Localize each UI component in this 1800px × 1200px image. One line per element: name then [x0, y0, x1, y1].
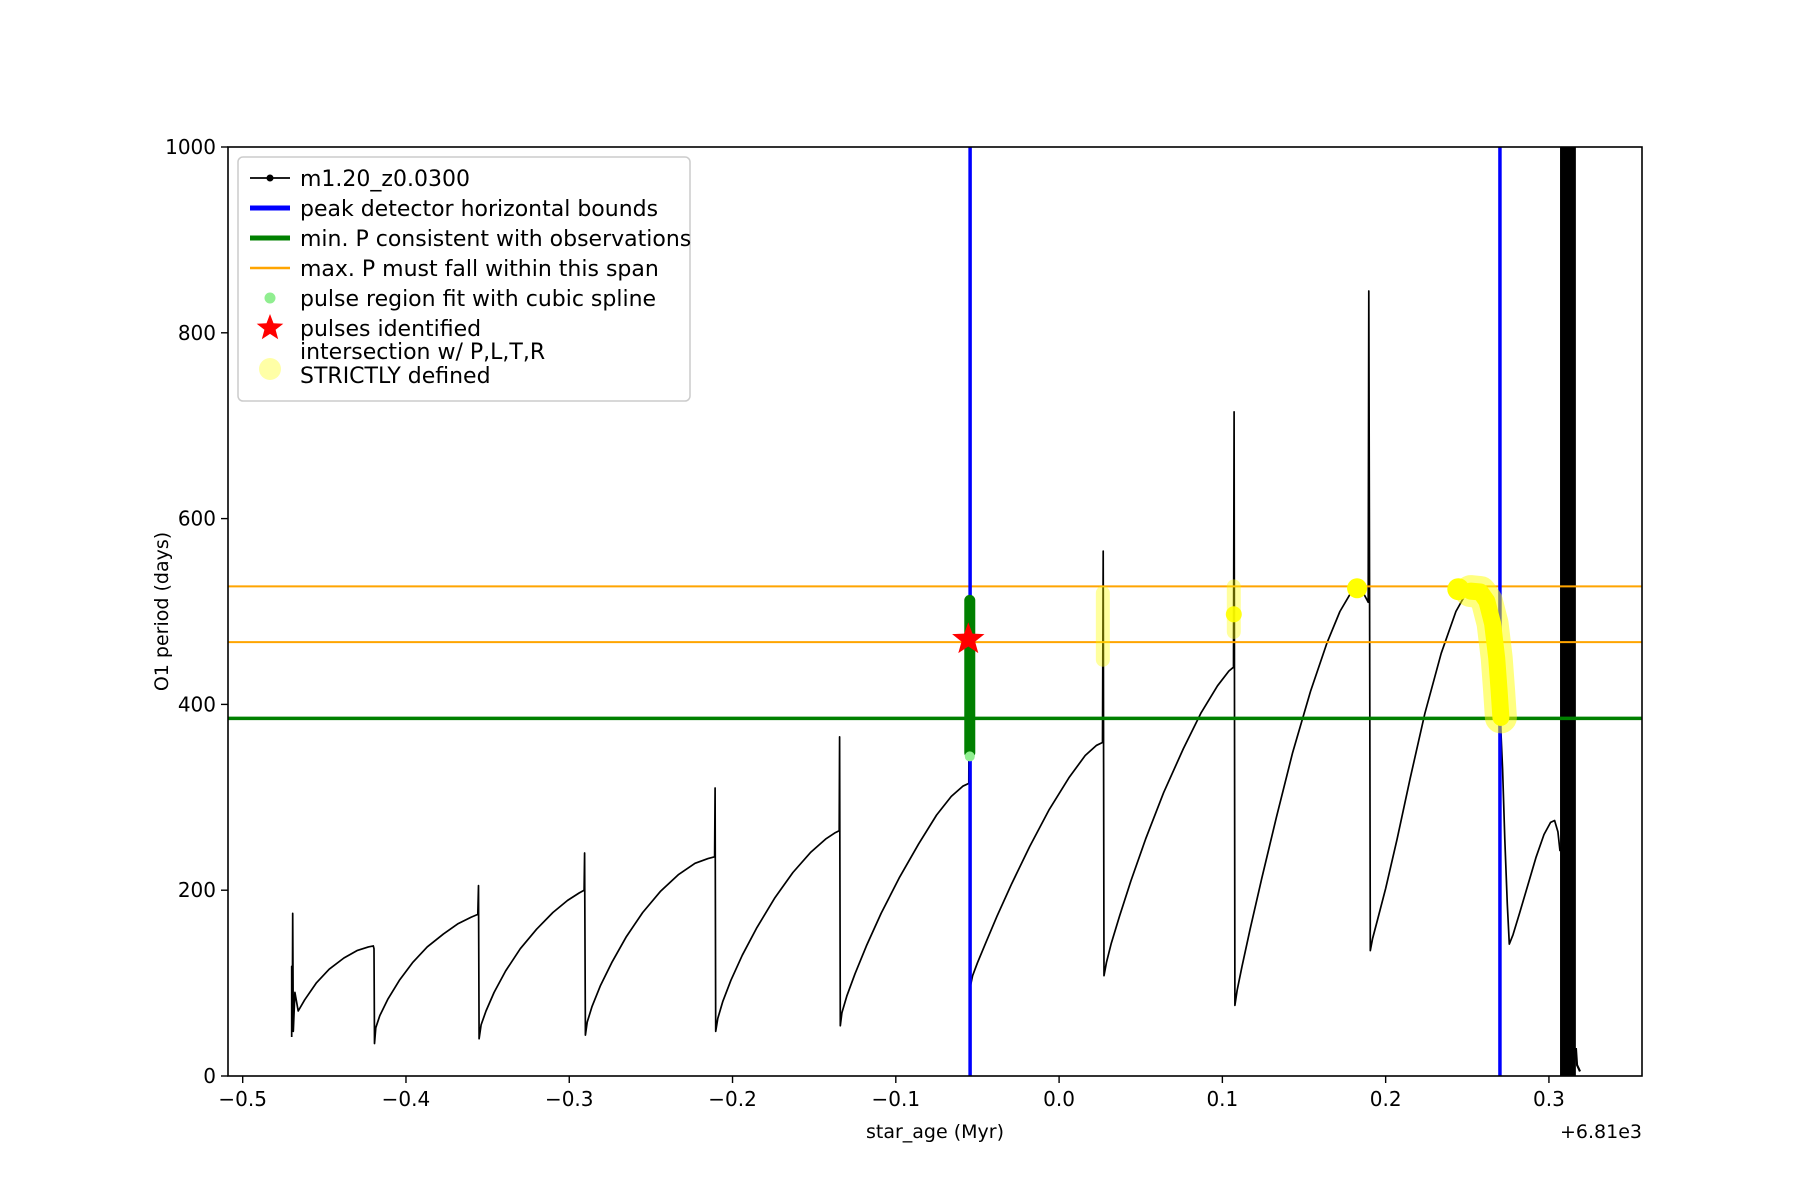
series-main-curve-tail: [1574, 1048, 1581, 1072]
series-intersection-dot-2: [1347, 578, 1368, 599]
series-main-curve: [290, 290, 1561, 1045]
x-tick-label: 0.0: [1043, 1087, 1075, 1111]
legend-label: m1.20_z0.0300: [300, 167, 470, 192]
series-intersection-dot-1: [1225, 606, 1242, 623]
axes-frame: [227, 146, 1643, 1077]
x-tick-label: 0.1: [1206, 1087, 1238, 1111]
y-tick-label: 800: [178, 321, 216, 345]
x-tick-label: 0.3: [1533, 1087, 1565, 1111]
y-axis: 0 200 400 600 800 1000: [165, 135, 228, 1088]
x-axis-offset-text: +6.81e3: [1560, 1121, 1642, 1143]
legend-entry-3: max. P must fall within this span: [250, 257, 659, 282]
legend-dot-marker: [264, 292, 276, 304]
legend-star-marker: [256, 314, 284, 340]
legend-label: intersection w/ P,L,T,R STRICTLY defined: [300, 340, 545, 389]
legend-entry-1: peak detector horizontal bounds: [250, 197, 658, 222]
y-axis-label: O1 period (days): [151, 532, 173, 691]
legend-entry-0: m1.20_z0.0300: [250, 167, 470, 192]
x-tick-label: −0.3: [545, 1087, 594, 1111]
legend-entry-6: intersection w/ P,L,T,R STRICTLY defined: [259, 340, 545, 389]
x-tick-label: −0.2: [708, 1087, 757, 1111]
y-tick-label: 400: [178, 692, 216, 716]
legend-dot-marker: [259, 358, 281, 380]
legend-box: [237, 156, 691, 402]
series-pulse-identified-star: [952, 622, 985, 654]
legend-entry-2: min. P consistent with observations: [250, 227, 691, 252]
y-tick-label: 1000: [165, 135, 216, 159]
x-tick-label: −0.1: [872, 1087, 921, 1111]
legend-label: peak detector horizontal bounds: [300, 197, 658, 222]
legend-dot-marker: [266, 174, 274, 182]
legend-label: pulse region fit with cubic spline: [300, 287, 656, 312]
legend-label: max. P must fall within this span: [300, 257, 659, 282]
series-pulse-region-dot: [964, 751, 975, 762]
legend-label: pulses identified: [300, 317, 481, 342]
series-layer: [228, 147, 1642, 1076]
y-tick-label: 200: [178, 878, 216, 902]
legend-label: min. P consistent with observations: [300, 227, 691, 252]
series-intersection-blob-core: [1462, 582, 1510, 726]
x-axis: −0.5 −0.4 −0.3 −0.2 −0.1 0.0 0.1 0.2 0.3: [218, 1076, 1565, 1111]
x-tick-label: −0.5: [218, 1087, 267, 1111]
x-tick-label: −0.4: [382, 1087, 431, 1111]
y-tick-label: 600: [178, 507, 216, 531]
x-tick-label: 0.2: [1370, 1087, 1402, 1111]
y-tick-label: 0: [203, 1064, 216, 1088]
series-main-curve-dense-band: [1560, 147, 1576, 1076]
x-axis-label: star_age (Myr): [866, 1121, 1004, 1143]
legend-entry-4: pulse region fit with cubic spline: [264, 287, 656, 312]
legend-entry-5: pulses identified: [256, 314, 481, 342]
